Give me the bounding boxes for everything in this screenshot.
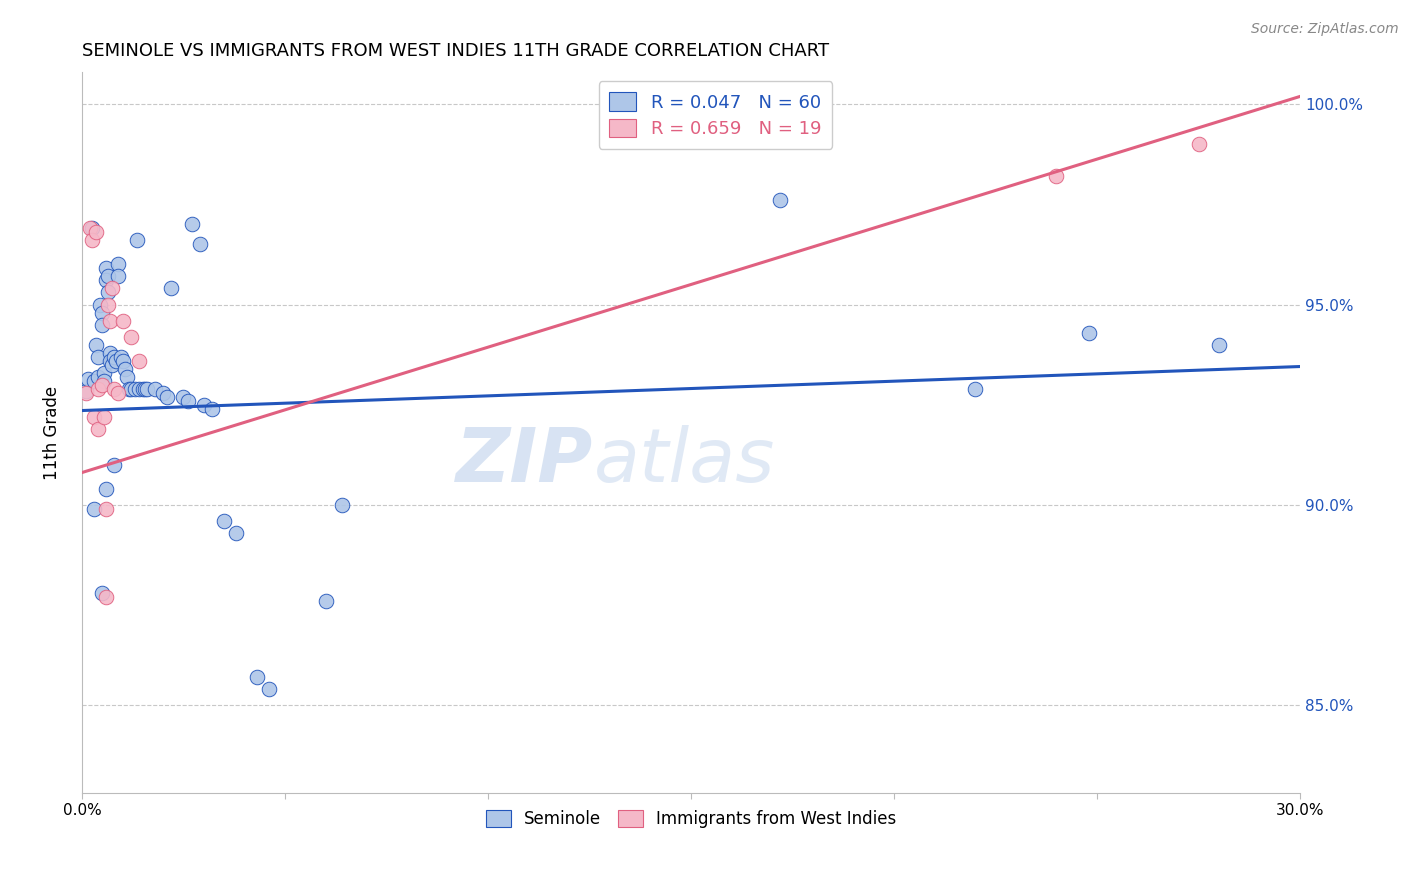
Point: [75, 385, 97, 400]
Point: [96, 501, 118, 516]
Point: [115, 369, 138, 384]
Point: [111, 313, 134, 327]
Point: [93, 374, 115, 388]
Point: [96, 590, 118, 604]
Point: [201, 401, 224, 416]
Point: [128, 382, 150, 396]
Point: [120, 382, 142, 396]
Point: [193, 398, 215, 412]
Point: [111, 353, 134, 368]
Point: [180, 218, 202, 232]
Point: [87, 350, 110, 364]
Point: [1077, 326, 1099, 340]
Text: SEMINOLE VS IMMIGRANTS FROM WEST INDIES 11TH GRADE CORRELATION CHART: SEMINOLE VS IMMIGRANTS FROM WEST INDIES …: [82, 42, 830, 60]
Point: [176, 393, 198, 408]
Point: [105, 353, 128, 368]
Point: [75, 384, 97, 398]
Point: [143, 382, 166, 396]
Point: [124, 382, 146, 396]
Point: [103, 382, 125, 396]
Point: [91, 305, 114, 319]
Legend: Seminole, Immigrants from West Indies: Seminole, Immigrants from West Indies: [479, 803, 903, 835]
Point: [128, 353, 150, 368]
Point: [97, 297, 120, 311]
Point: [83, 374, 105, 388]
Point: [100, 313, 122, 327]
Point: [103, 458, 125, 472]
Point: [134, 382, 156, 396]
Point: [965, 382, 987, 396]
Point: [245, 670, 267, 684]
Point: [97, 285, 120, 300]
Point: [172, 390, 194, 404]
Point: [156, 390, 179, 404]
Point: [96, 261, 118, 276]
Point: [132, 382, 155, 396]
Point: [91, 318, 114, 332]
Point: [84, 226, 107, 240]
Point: [1187, 137, 1209, 152]
Y-axis label: 11th Grade: 11th Grade: [44, 385, 60, 480]
Point: [330, 498, 353, 512]
Point: [769, 194, 792, 208]
Point: [188, 237, 211, 252]
Point: [87, 382, 110, 396]
Text: atlas: atlas: [593, 425, 775, 498]
Point: [120, 329, 142, 343]
Point: [152, 385, 174, 400]
Point: [83, 409, 105, 424]
Point: [91, 585, 114, 599]
Point: [91, 377, 114, 392]
Point: [117, 382, 139, 396]
Point: [101, 358, 124, 372]
Point: [107, 385, 129, 400]
Point: [82, 234, 104, 248]
Point: [96, 482, 118, 496]
Point: [87, 369, 110, 384]
Point: [87, 421, 110, 435]
Point: [93, 409, 115, 424]
Point: [107, 269, 129, 284]
Point: [77, 371, 100, 385]
Point: [704, 97, 727, 112]
Text: Source: ZipAtlas.com: Source: ZipAtlas.com: [1251, 22, 1399, 37]
Text: ZIP: ZIP: [457, 425, 593, 498]
Point: [93, 366, 115, 380]
Point: [212, 514, 235, 528]
Point: [103, 350, 125, 364]
Point: [257, 681, 280, 696]
Point: [79, 221, 101, 235]
Point: [107, 258, 129, 272]
Point: [96, 273, 118, 287]
Point: [315, 593, 337, 607]
Point: [100, 345, 122, 359]
Point: [160, 281, 183, 295]
Point: [82, 221, 104, 235]
Point: [83, 501, 105, 516]
Point: [135, 382, 157, 396]
Point: [110, 350, 132, 364]
Point: [101, 281, 124, 295]
Point: [125, 234, 148, 248]
Point: [84, 337, 107, 351]
Point: [97, 269, 120, 284]
Point: [100, 353, 122, 368]
Point: [225, 525, 247, 540]
Point: [1045, 169, 1067, 184]
Point: [1208, 337, 1230, 351]
Point: [114, 361, 136, 376]
Point: [89, 297, 111, 311]
